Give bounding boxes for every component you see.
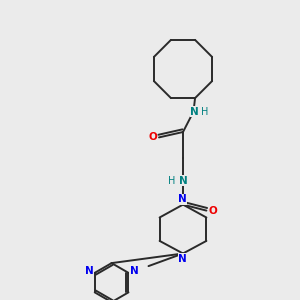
Text: N: N xyxy=(190,106,199,117)
Text: H: H xyxy=(168,176,175,186)
Text: N: N xyxy=(178,176,188,186)
Text: O: O xyxy=(208,206,217,216)
Text: N: N xyxy=(178,194,187,204)
Text: N: N xyxy=(130,266,138,276)
Text: H: H xyxy=(201,106,208,117)
Text: N: N xyxy=(178,254,187,264)
Text: O: O xyxy=(148,132,157,142)
Text: N: N xyxy=(85,266,94,276)
